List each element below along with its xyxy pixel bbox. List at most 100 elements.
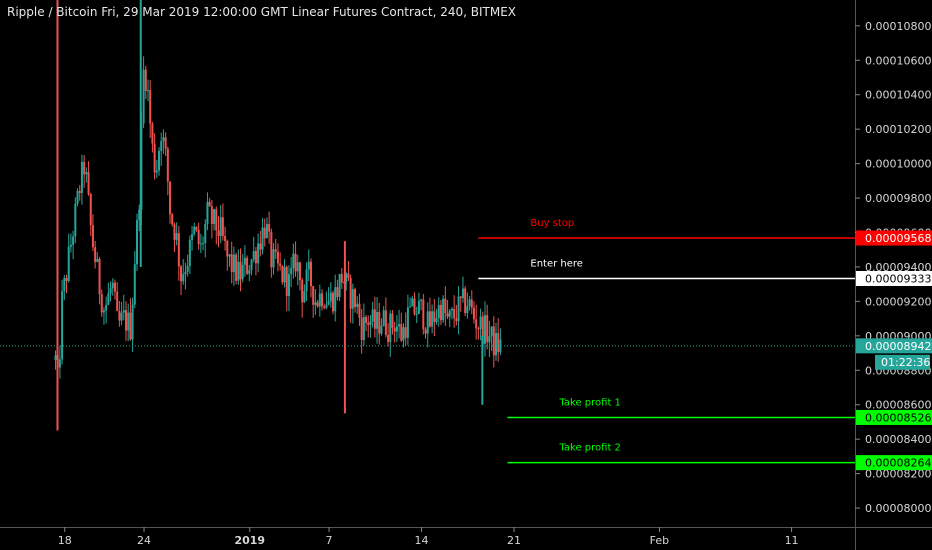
candle-body [58,359,61,368]
candle [219,205,222,244]
candle [160,132,163,166]
candle [188,235,191,275]
candle-body [279,263,282,266]
candle [316,299,319,308]
candle-body [268,223,271,232]
candle-body [314,302,317,305]
candle [61,279,64,365]
candle [283,259,286,288]
candle-body [373,309,376,329]
candle [257,233,260,273]
candle [475,304,478,340]
candle [444,286,447,327]
candle [274,238,277,260]
candle [237,249,240,285]
candle [373,296,376,338]
candle [155,159,158,179]
candle [102,307,105,325]
candle [305,262,308,301]
candle [120,301,123,325]
candle [468,296,471,311]
candle [279,252,282,271]
candle [492,316,495,368]
candle-body [292,253,295,269]
candle [391,310,394,335]
candle-body [191,234,194,240]
candle-body [124,310,127,331]
candle-body [144,69,147,91]
candle-body [107,293,110,305]
y-tick-label: 0.00008000 [865,502,931,515]
candle-body [65,277,68,281]
candle-body [184,271,187,275]
candle [276,243,279,272]
candle-body [329,292,332,302]
candle [435,308,438,325]
candle [417,292,420,315]
candle-body [466,306,469,314]
candle-body [499,339,502,352]
candle [354,287,357,313]
candle [272,243,275,275]
candle-body [413,298,416,315]
candle-body [468,299,471,307]
candle-body [294,253,297,272]
candle-body [274,249,277,252]
candle-body [332,292,335,312]
candle-body [426,311,429,334]
candle-body [325,304,328,308]
candle-body [402,327,405,341]
candle-body [336,287,339,297]
candle-body [221,217,224,236]
candle-body [351,289,354,309]
candle-body [265,223,268,239]
candle-body [83,161,86,175]
candle [175,222,178,246]
candle-body [116,291,119,312]
candle [111,278,114,296]
candle-body [61,291,64,360]
candle-body [400,324,403,341]
candle-body [109,288,112,294]
candle-body [415,314,418,316]
candle [87,161,90,196]
candle [243,245,246,277]
candle-body [453,308,456,319]
candle-body [371,309,374,322]
candle-body [298,262,301,281]
candle-body [439,304,442,321]
candle-body [180,266,183,282]
candle-body [122,310,125,313]
candle-body [446,313,449,317]
candle-body [102,310,105,313]
level-name: Take profit 1 [558,397,620,408]
candle [497,318,500,362]
candle-body [435,318,438,322]
candle [193,222,196,237]
candle-body [135,220,138,265]
candle [290,257,293,288]
candle [457,286,460,335]
x-tick-label: 7 [326,534,333,547]
x-tick-label: 21 [507,534,521,547]
candle-body [382,310,385,326]
candle-body [111,282,114,289]
level-name: Buy stop [530,218,574,229]
candle [453,295,456,328]
candle [356,296,359,314]
candle [365,314,368,332]
candle-body [483,315,486,344]
candle-body [232,254,235,273]
candle-body [54,355,57,360]
candle [422,293,425,335]
candle-body [118,311,121,321]
candle-body [349,278,352,309]
candle [409,297,412,308]
candle-body [259,243,262,250]
candle [461,276,464,303]
candle [464,286,467,317]
candle [398,309,401,339]
level-price-tag [856,230,932,246]
candle [367,315,370,338]
